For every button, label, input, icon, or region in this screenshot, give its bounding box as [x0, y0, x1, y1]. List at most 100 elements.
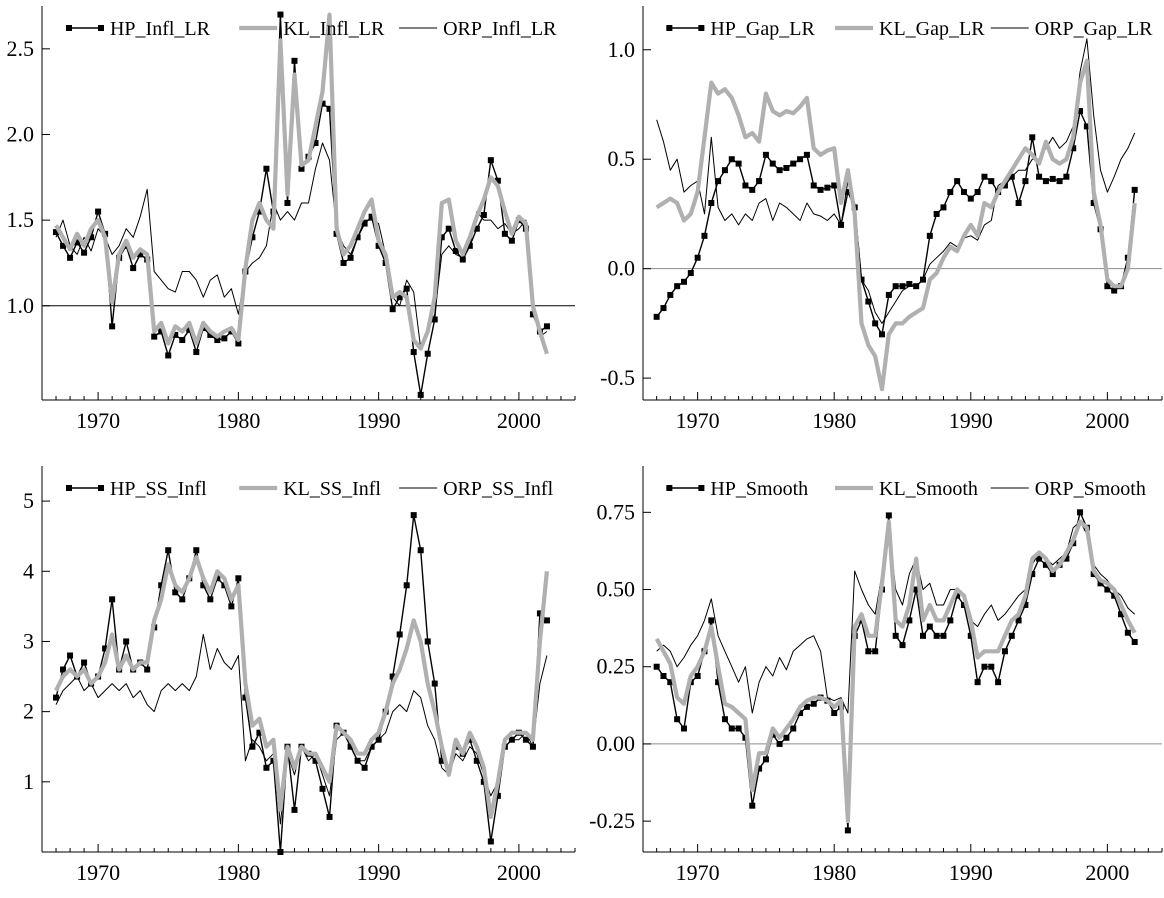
data-point — [919, 276, 926, 283]
data-point — [721, 716, 728, 723]
data-point — [667, 679, 674, 686]
data-point — [687, 270, 694, 277]
data-point — [1104, 283, 1111, 290]
data-point — [708, 200, 715, 206]
legend-label: ORP_Gap_LR — [1035, 18, 1153, 40]
legend-label: KL_SS_Infl — [283, 478, 381, 500]
legend-label: HP_Gap_LR — [710, 18, 815, 40]
data-point — [487, 157, 494, 164]
data-point — [249, 234, 256, 241]
data-point — [361, 220, 368, 227]
data-point — [256, 208, 263, 215]
data-point — [235, 575, 242, 582]
x-tick-label: 1990 — [357, 860, 401, 885]
data-point — [354, 757, 361, 764]
data-point — [1111, 592, 1118, 599]
data-point — [130, 265, 137, 272]
series-line-orp-gap-lr — [656, 38, 1136, 324]
data-point — [263, 764, 270, 771]
data-point — [715, 679, 722, 686]
legend-label: ORP_SS_Infl — [443, 478, 553, 500]
data-point — [810, 182, 817, 189]
y-tick-label: 2.0 — [7, 121, 35, 146]
data-point — [790, 725, 797, 732]
data-point — [536, 610, 543, 617]
data-point — [831, 182, 838, 189]
legend-item-hp-gap-lr: HP_Gap_LR — [666, 18, 815, 40]
data-point — [1131, 639, 1138, 646]
data-point — [466, 736, 473, 743]
data-point — [899, 283, 906, 290]
data-point — [1001, 648, 1008, 655]
data-point — [674, 716, 681, 723]
series-line-hp-infl-lr — [55, 13, 548, 396]
data-point — [715, 178, 722, 185]
legend-item-hp-infl-lr: HP_Infl_LR — [65, 18, 211, 40]
data-point — [940, 632, 947, 639]
data-point — [667, 291, 674, 298]
data-point — [1104, 586, 1111, 593]
data-point — [207, 331, 214, 338]
data-point — [319, 100, 326, 107]
y-tick-label: 1.5 — [7, 207, 35, 232]
data-point — [158, 582, 165, 589]
y-tick-label: -0.5 — [600, 365, 635, 390]
data-point — [1036, 173, 1043, 180]
data-point — [284, 200, 291, 206]
data-point — [933, 632, 940, 639]
data-point — [109, 596, 116, 603]
data-point — [95, 208, 102, 215]
x-tick-label: 2000 — [1085, 408, 1129, 433]
data-point — [974, 189, 981, 196]
data-point — [981, 663, 988, 670]
x-tick-label: 1970 — [76, 408, 120, 433]
data-point — [940, 204, 947, 211]
y-tick-label: 0.25 — [597, 654, 636, 679]
data-point — [347, 254, 354, 261]
data-point — [487, 838, 494, 845]
data-point — [790, 160, 797, 167]
data-point — [522, 736, 529, 743]
data-point — [277, 849, 284, 855]
data-point — [291, 806, 298, 813]
data-point — [137, 251, 144, 258]
data-point — [803, 151, 810, 158]
chart-panel-1: 1970 1980 1990 2000 1.0 1.5 2.0 2.5 HP_Infl_LR KL… — [7, 6, 576, 433]
chart-panel-3: 1970 1980 1990 2000 1 2 3 4 5 HP_SS_Infl KL_SS_Inf… — [23, 466, 576, 885]
data-point — [473, 225, 480, 232]
data-point — [494, 792, 501, 799]
data-point — [926, 623, 933, 630]
data-point — [1063, 555, 1070, 562]
data-point — [872, 320, 879, 327]
y-tick-label: 1.0 — [608, 37, 636, 62]
data-point — [340, 259, 347, 266]
data-point — [981, 173, 988, 180]
data-point — [776, 167, 783, 174]
legend-label: ORP_Infl_LR — [443, 18, 557, 40]
data-point — [995, 679, 1002, 686]
x-tick-label: 1970 — [676, 860, 720, 885]
legend-marker — [65, 25, 72, 31]
data-point — [756, 765, 763, 772]
data-point — [769, 160, 776, 167]
y-tick-label: 0.0 — [608, 256, 636, 281]
data-point — [988, 178, 995, 185]
y-tick-label: 0.5 — [608, 146, 636, 171]
data-point — [728, 156, 735, 163]
chart-panel-4: 1970 1980 1990 2000 -0.25 0.00 0.25 0.50 0.75 HP_… — [589, 466, 1163, 885]
data-point — [291, 57, 298, 64]
data-point — [165, 352, 172, 359]
data-point — [256, 729, 263, 736]
data-point — [543, 617, 550, 624]
data-point — [74, 239, 81, 246]
data-point — [81, 659, 88, 666]
data-point — [543, 323, 550, 330]
y-tick-label: 0.75 — [597, 499, 636, 524]
x-tick-label: 2000 — [1085, 860, 1129, 885]
data-point — [410, 512, 417, 519]
data-point — [1036, 555, 1043, 562]
series-line-kl-ss-infl — [54, 555, 549, 820]
data-point — [172, 589, 179, 596]
data-point — [235, 340, 242, 347]
